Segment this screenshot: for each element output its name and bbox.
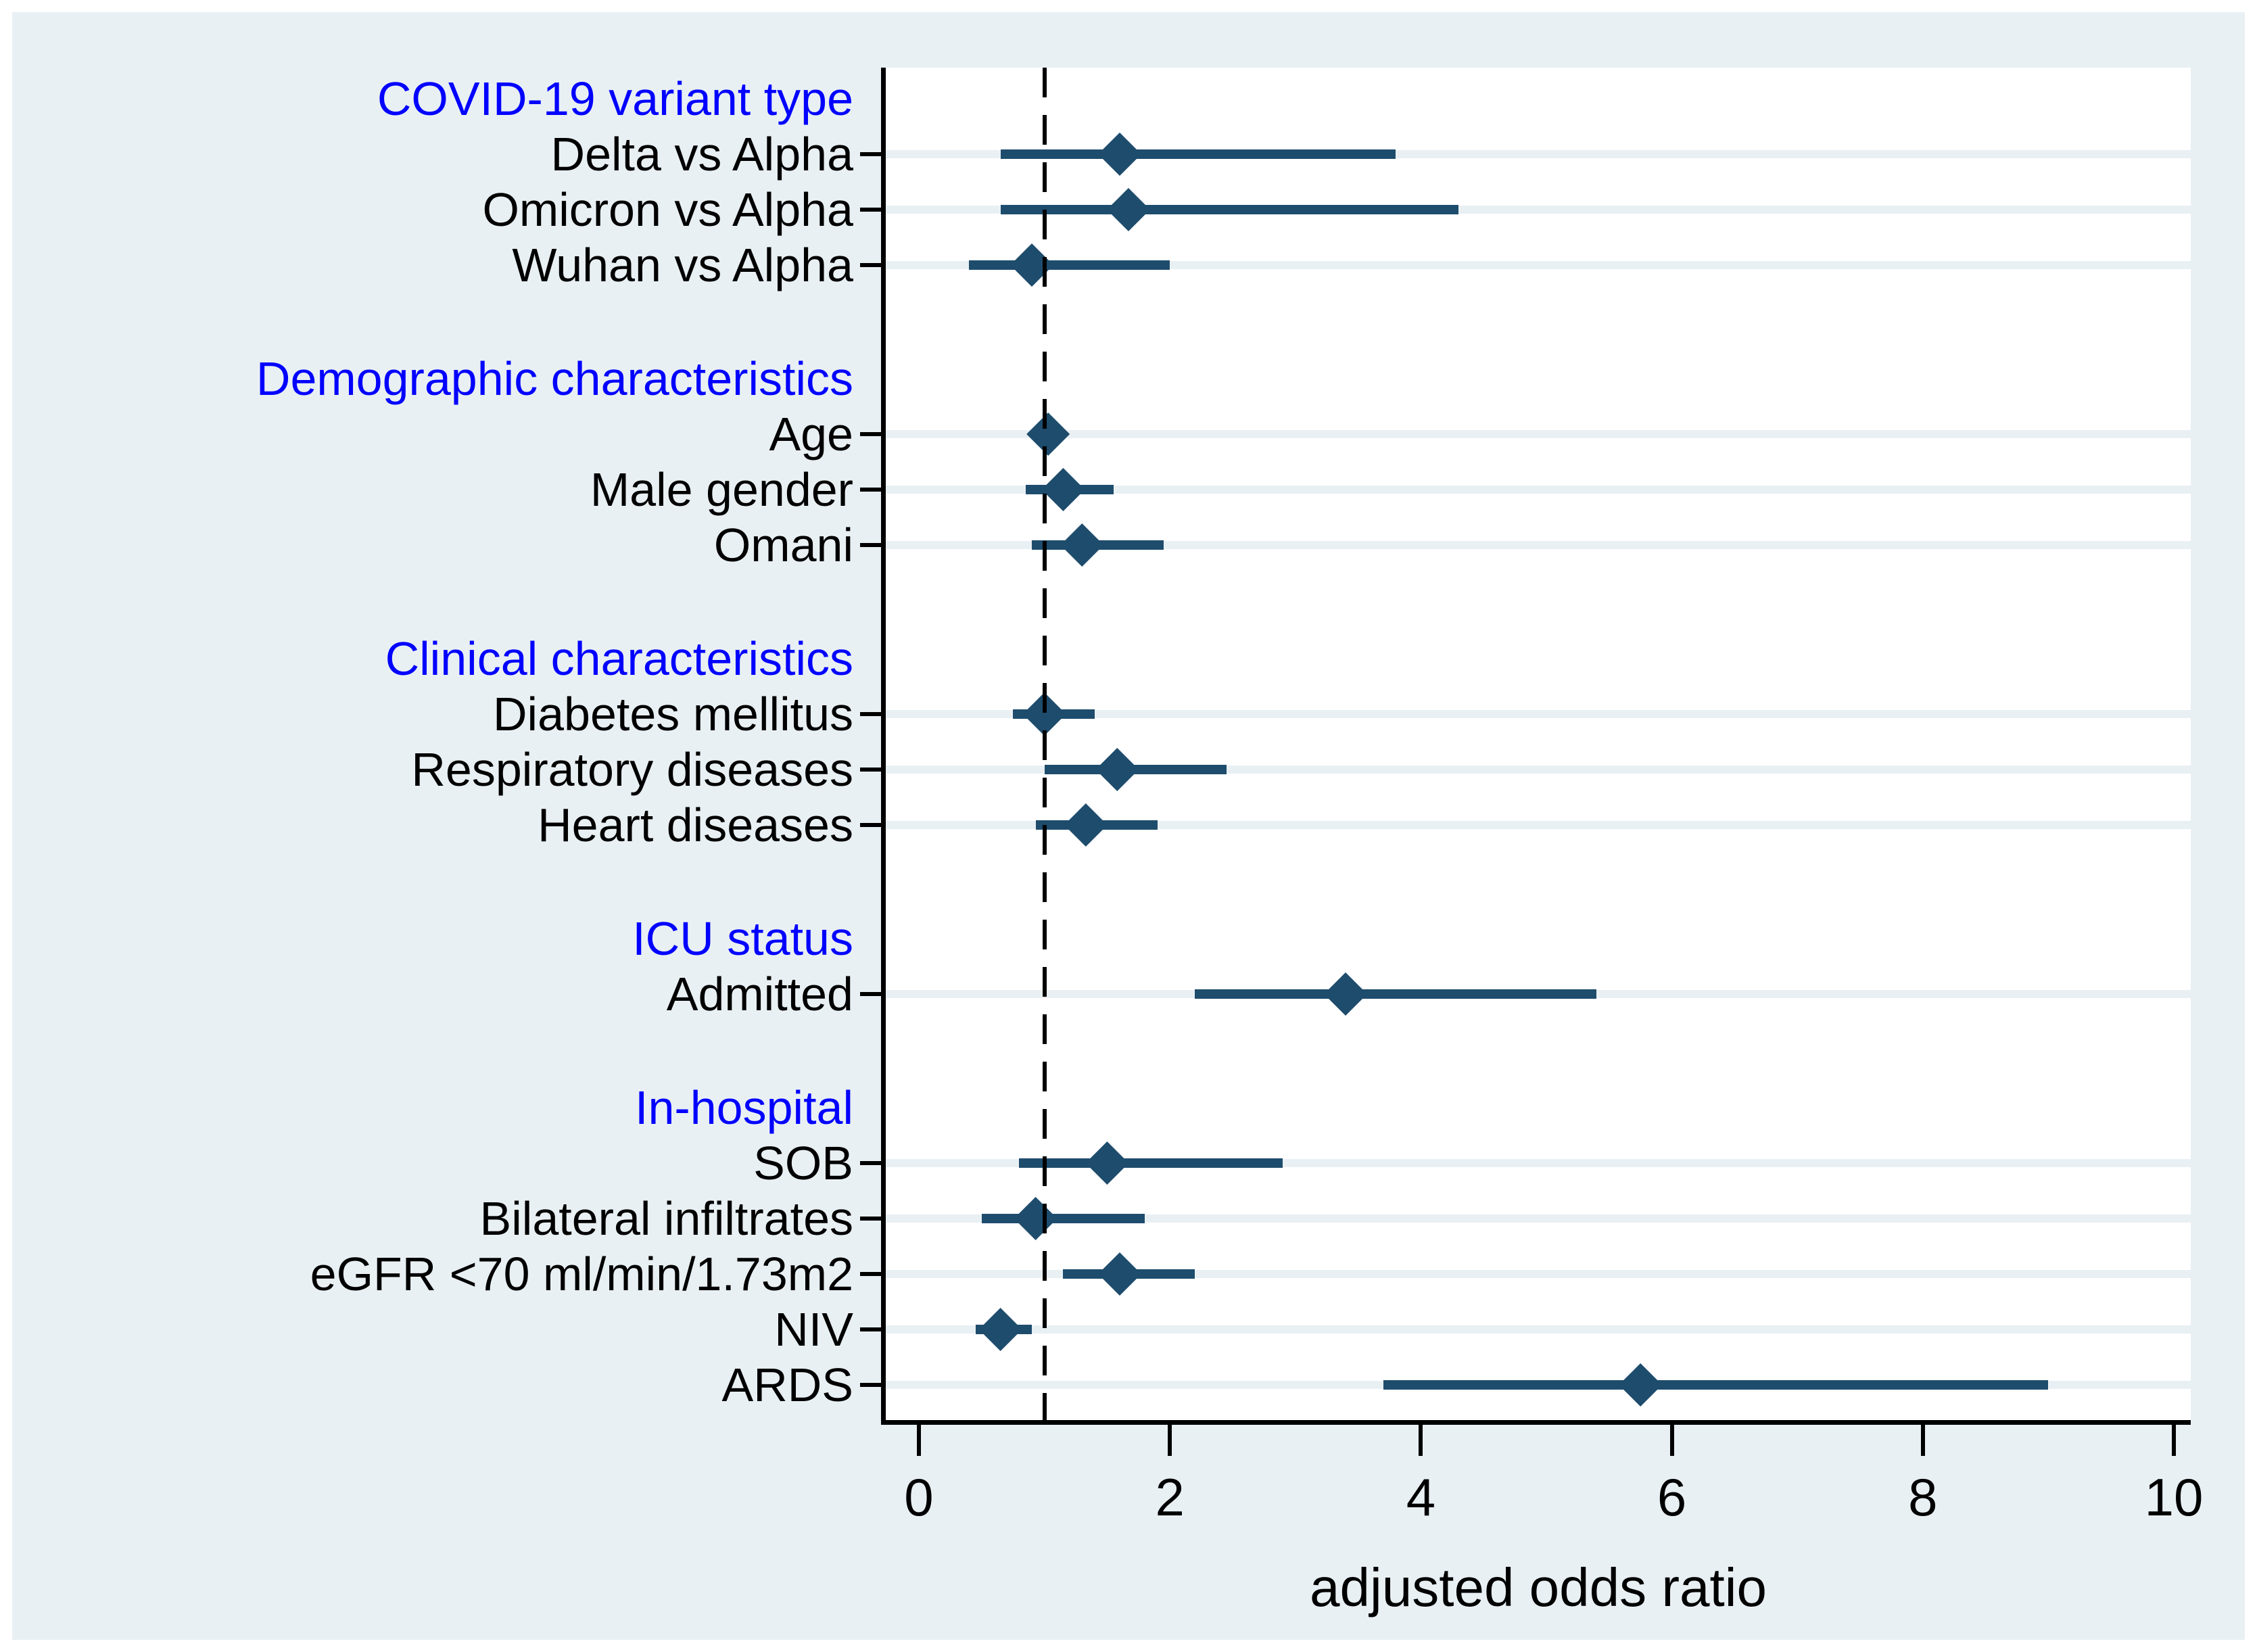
x-axis-tick [1669, 1425, 1674, 1456]
row-stripe [886, 710, 2191, 718]
section-header-label: COVID-19 variant type [377, 72, 853, 125]
row-stripe [886, 821, 2191, 829]
row-label: Age [769, 408, 853, 461]
y-axis-tick [860, 768, 886, 772]
plot-area [886, 68, 2191, 1420]
y-axis-tick [860, 263, 886, 267]
y-axis-tick [860, 543, 886, 547]
x-axis-title: adjusted odds ratio [1309, 1557, 1767, 1618]
x-axis-tick [1920, 1425, 1925, 1456]
section-header-label: Clinical characteristics [385, 632, 853, 685]
row-label: Wuhan vs Alpha [512, 239, 853, 291]
row-label: Bilateral infiltrates [479, 1192, 853, 1245]
ci-line [981, 1214, 1145, 1223]
y-axis-tick [860, 1272, 886, 1276]
section-header-label: In-hospital [635, 1081, 853, 1134]
y-axis-tick [860, 823, 886, 827]
ci-line [1000, 149, 1396, 159]
row-stripe [886, 430, 2191, 438]
ci-line [1383, 1380, 2049, 1390]
row-stripe [886, 1325, 2191, 1334]
row-label: Omicron vs Alpha [482, 183, 853, 236]
row-label: Male gender [590, 463, 853, 516]
row-stripe [886, 1270, 2191, 1278]
x-tick-label: 6 [1657, 1467, 1687, 1527]
y-axis-spine [881, 68, 886, 1425]
row-label: Heart diseases [538, 799, 853, 851]
y-axis-tick [860, 712, 886, 716]
figure-background: COVID-19 variant type Delta vs Alpha Omicr… [12, 12, 2245, 1640]
ci-line [1195, 989, 1597, 999]
row-label: SOB [753, 1137, 853, 1189]
y-axis-tick [860, 208, 886, 212]
ci-line [1019, 1158, 1283, 1168]
row-stripe [886, 1214, 2191, 1223]
x-tick-label: 4 [1406, 1467, 1436, 1527]
y-axis-tick [860, 1327, 886, 1331]
y-axis-tick [860, 1383, 886, 1387]
y-axis-tick [860, 432, 886, 436]
y-axis-tick [860, 1161, 886, 1165]
y-axis-tick [860, 488, 886, 492]
row-stripe [886, 261, 2191, 269]
x-axis-tick [917, 1425, 921, 1456]
x-axis-tick [1168, 1425, 1172, 1456]
row-label: Omani [713, 519, 853, 571]
reference-line [1042, 68, 1047, 1420]
y-axis-tick [860, 1217, 886, 1221]
x-tick-label: 2 [1155, 1467, 1185, 1527]
y-axis-tick [860, 152, 886, 156]
y-axis-tick [860, 992, 886, 996]
row-label: eGFR <70 ml/min/1.73m2 [310, 1248, 853, 1300]
row-label: Diabetes mellitus [493, 688, 853, 740]
ci-line [1000, 205, 1459, 214]
x-tick-label: 0 [904, 1467, 934, 1527]
x-axis-spine [881, 1420, 2191, 1425]
row-label: Delta vs Alpha [550, 128, 853, 181]
x-tick-label: 10 [2144, 1467, 2204, 1527]
section-header-label: Demographic characteristics [256, 352, 853, 405]
ci-line [969, 260, 1170, 270]
row-label: NIV [774, 1303, 853, 1356]
section-header-label: ICU status [632, 912, 853, 965]
x-axis-tick [2172, 1425, 2176, 1456]
row-stripe [886, 486, 2191, 494]
row-label: ARDS [721, 1359, 853, 1411]
row-stripe [886, 541, 2191, 549]
row-label: Respiratory diseases [411, 743, 853, 796]
x-tick-label: 8 [1908, 1467, 1938, 1527]
row-label: Admitted [666, 968, 853, 1020]
x-axis-tick [1419, 1425, 1423, 1456]
